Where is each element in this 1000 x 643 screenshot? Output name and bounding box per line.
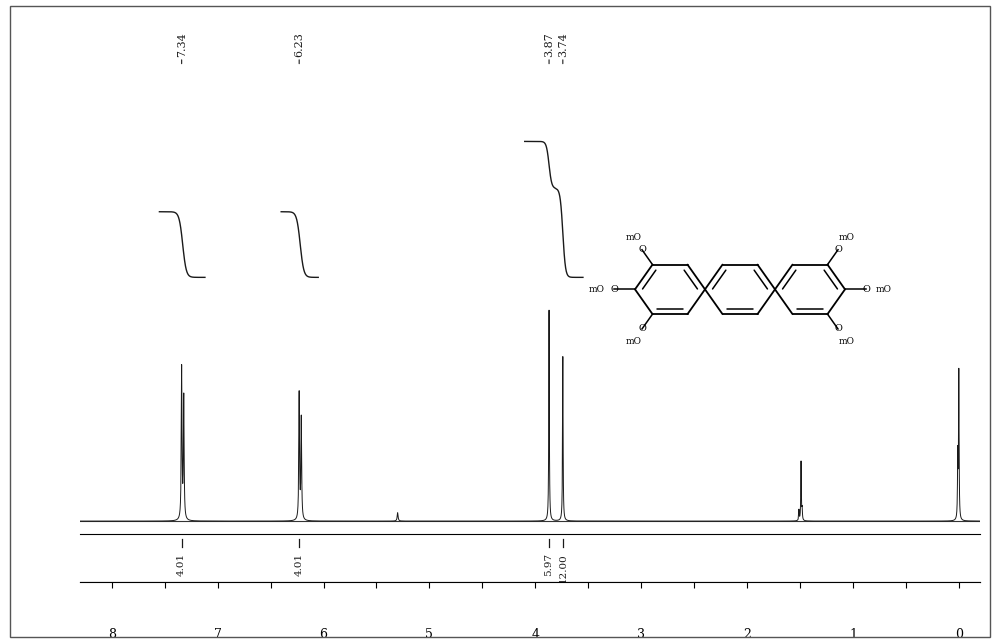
Text: mO: mO	[876, 285, 892, 294]
Text: 5.97: 5.97	[545, 553, 554, 576]
Text: 3.87: 3.87	[544, 32, 554, 57]
Text: 6.23: 6.23	[294, 32, 304, 57]
Text: O: O	[638, 245, 646, 254]
Text: 12.00: 12.00	[558, 553, 567, 583]
Text: 4.01: 4.01	[295, 553, 304, 576]
Text: O: O	[610, 285, 618, 294]
Text: mO: mO	[625, 233, 641, 242]
Text: O: O	[638, 325, 646, 334]
Text: mO: mO	[839, 337, 855, 346]
Text: mO: mO	[588, 285, 604, 294]
Text: O: O	[834, 245, 842, 254]
Text: mO: mO	[839, 233, 855, 242]
Text: O: O	[862, 285, 870, 294]
Text: 4.01: 4.01	[177, 553, 186, 576]
Text: 7.34: 7.34	[177, 32, 187, 57]
Text: O: O	[834, 325, 842, 334]
Text: mO: mO	[625, 337, 641, 346]
Text: 3.74: 3.74	[558, 32, 568, 57]
